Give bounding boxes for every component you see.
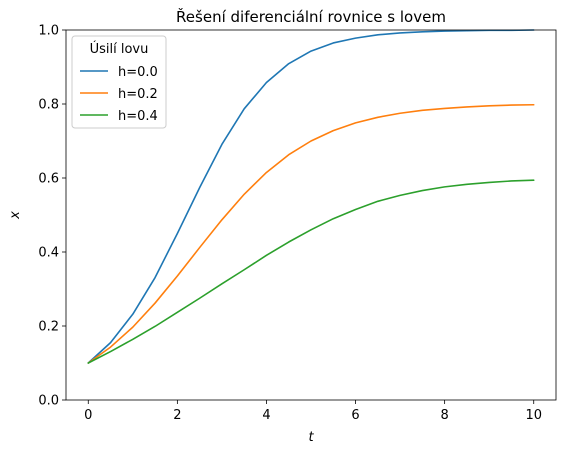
x-tick-label: 0 [84, 408, 92, 423]
y-axis-label: x [8, 211, 23, 220]
legend-label: h=0.0 [118, 65, 158, 80]
legend-box [71, 35, 167, 129]
x-axis-label: t [308, 430, 314, 445]
series-lines [87, 29, 535, 364]
x-tick-label: 10 [525, 408, 542, 423]
y-axis: 0.0 0.2 0.4 0.6 0.8 1.0 [38, 24, 66, 409]
x-tick-label: 8 [440, 408, 448, 423]
y-tick-label: 0.8 [38, 98, 59, 113]
legend: Úsilí lovu h=0.0 h=0.2 h=0.4 [71, 35, 167, 129]
x-tick-label: 6 [351, 408, 359, 423]
legend-items: h=0.0 h=0.2 h=0.4 [80, 65, 158, 124]
plot-frame [65, 29, 557, 401]
x-tick-label: 2 [173, 408, 181, 423]
legend-label: h=0.4 [118, 109, 158, 124]
chart-title: Řešení diferenciální rovnice s lovem [176, 7, 446, 26]
y-tick-label: 0.4 [38, 246, 59, 261]
series-line-2 [87, 179, 535, 364]
y-tick-label: 0.2 [38, 320, 59, 335]
legend-label: h=0.2 [118, 87, 158, 102]
y-tick-label: 1.0 [38, 24, 59, 39]
y-tick-label: 0.0 [38, 394, 59, 409]
series-line-0 [87, 29, 535, 364]
x-tick-label: 4 [262, 408, 270, 423]
y-tick-label: 0.6 [38, 172, 59, 187]
x-axis: 0 2 4 6 8 10 [84, 400, 542, 423]
legend-title: Úsilí lovu [90, 41, 149, 57]
series-line-1 [87, 103, 535, 364]
